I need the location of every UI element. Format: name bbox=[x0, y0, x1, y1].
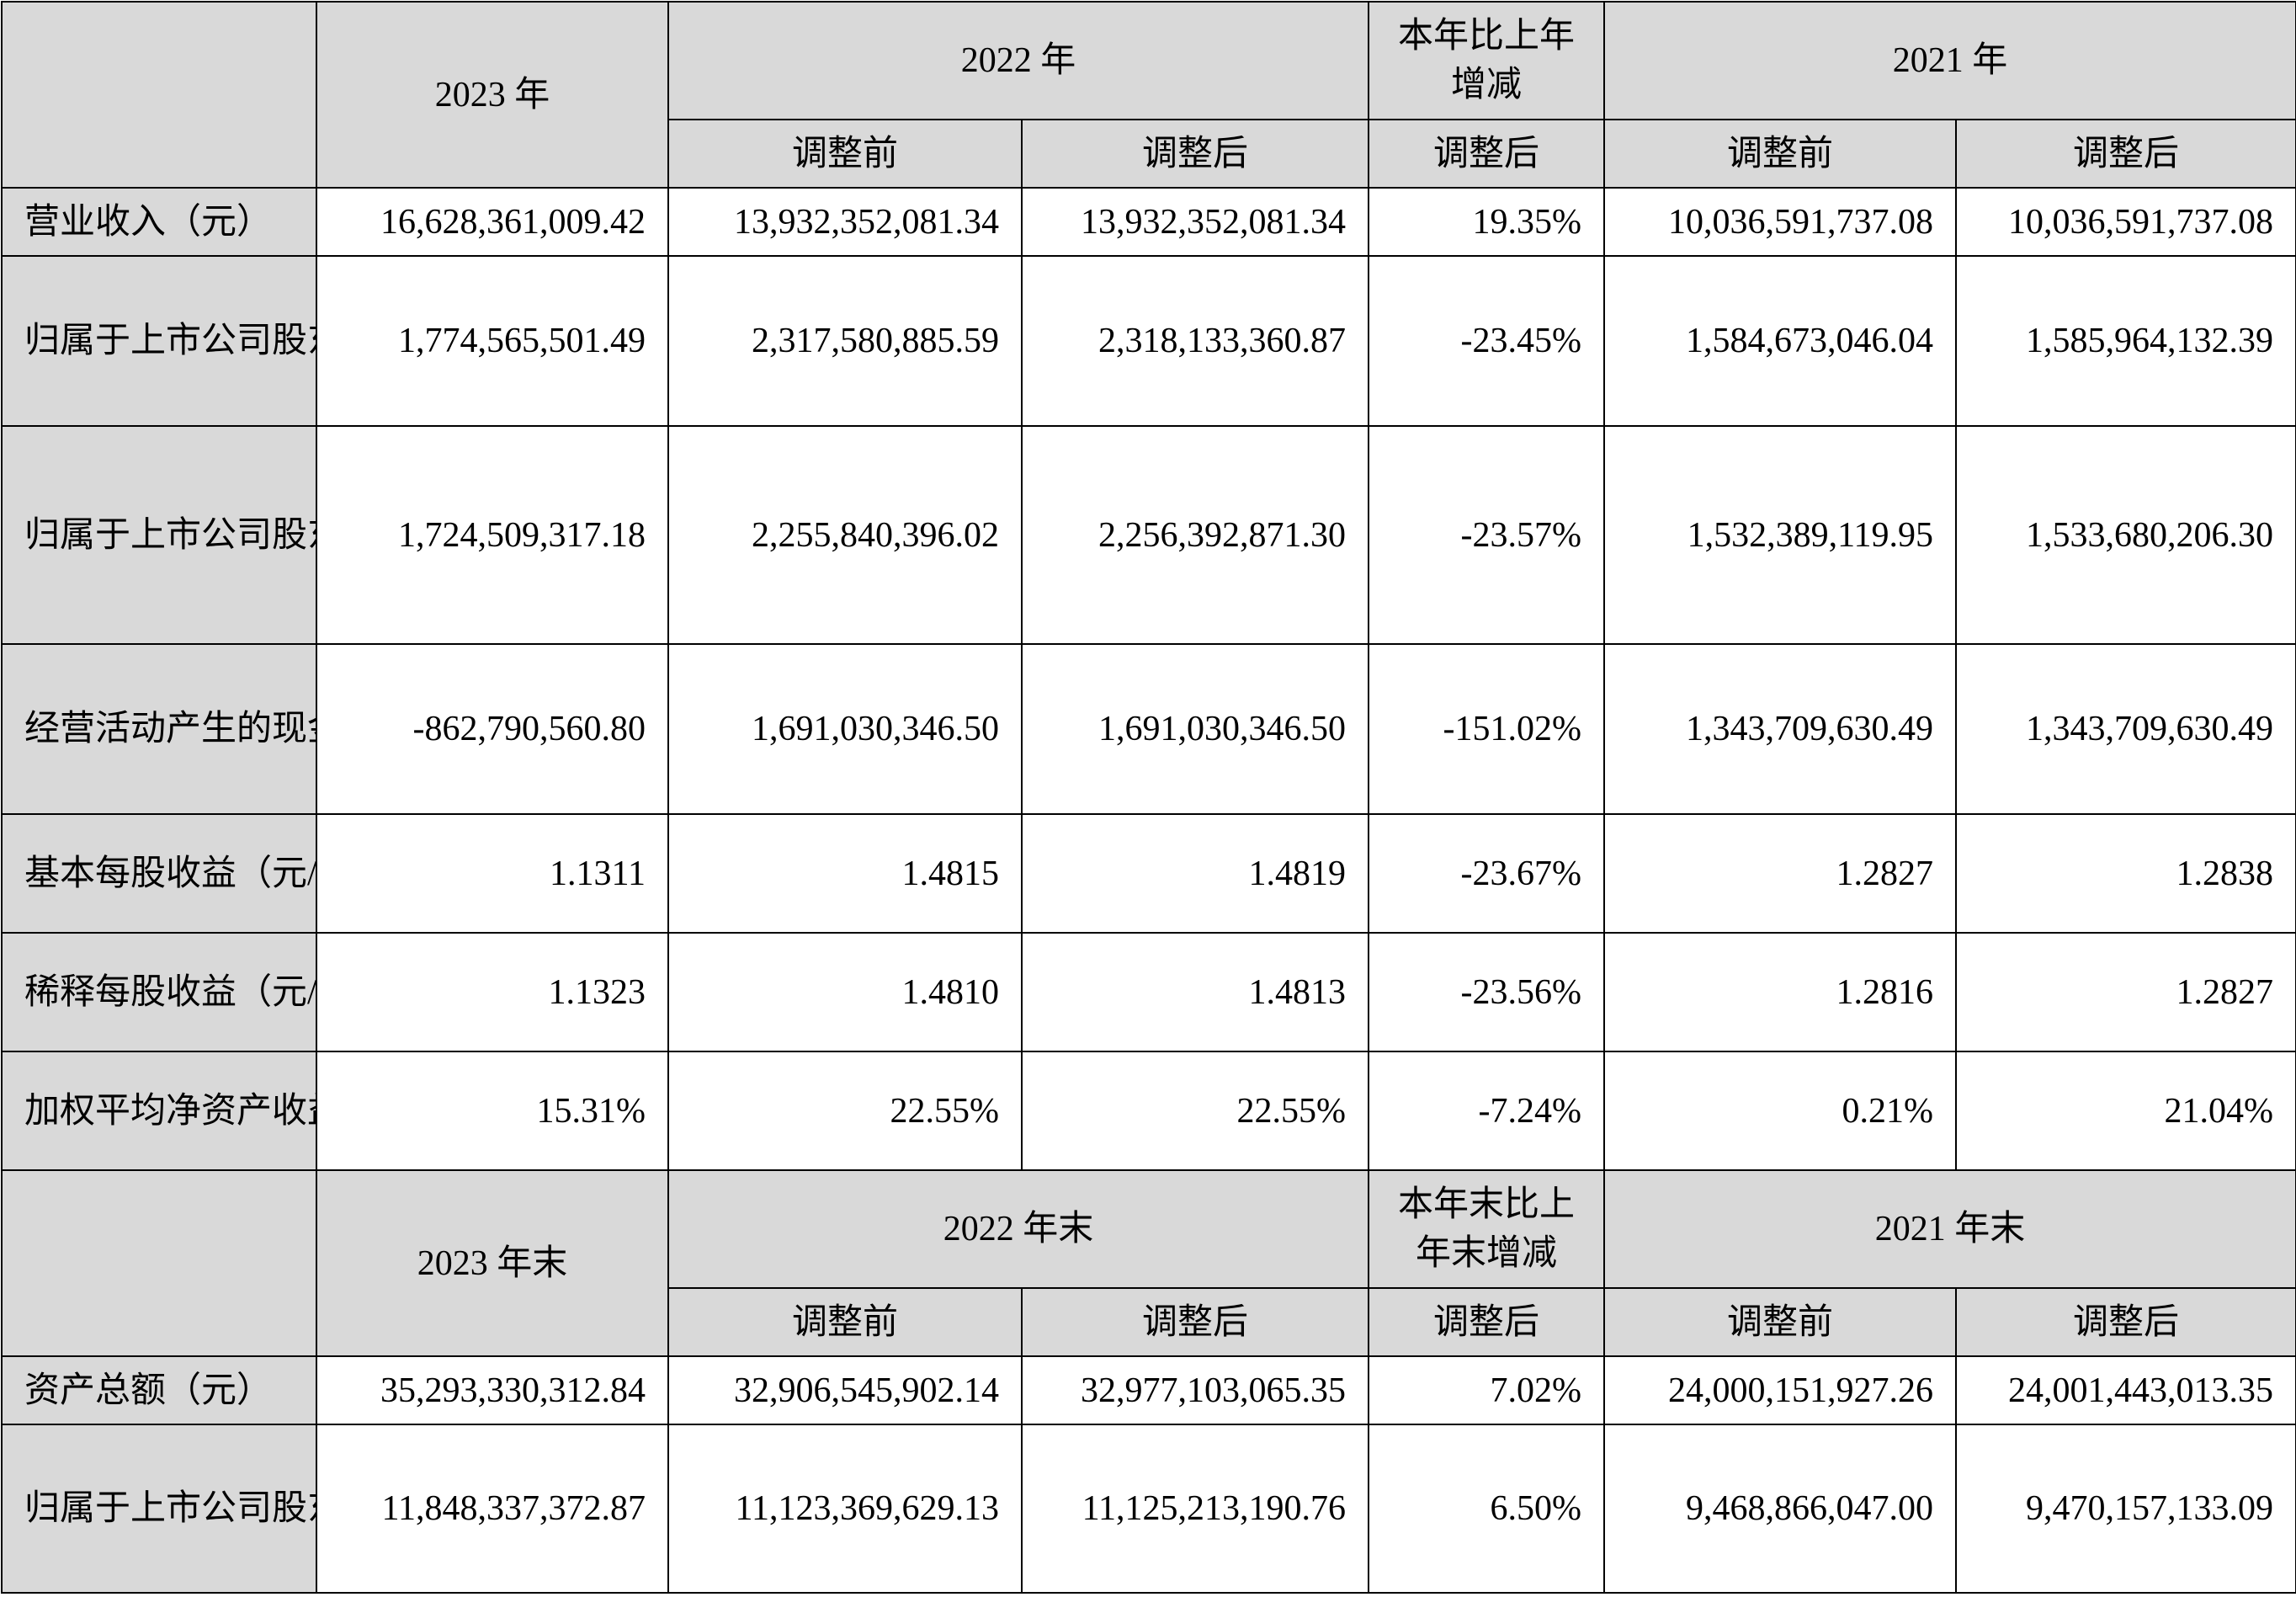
cell-2022-after: 1.4819 bbox=[1020, 813, 1370, 934]
table-row: 经营活动产生的现金流量净额（元） -862,790,560.80 1,691,0… bbox=[1, 643, 2296, 815]
cell-2022-before: 32,906,545,902.14 bbox=[667, 1355, 1023, 1425]
cell-2022-before: 22.55% bbox=[667, 1051, 1023, 1171]
cell-change: 7.02% bbox=[1368, 1355, 1606, 1425]
subheader-2022-before: 调整前 bbox=[667, 1287, 1023, 1357]
subheader-change-after: 调整后 bbox=[1368, 119, 1606, 189]
cell-2021-after: 1.2838 bbox=[1955, 813, 2296, 934]
table-row: 加权平均净资产收益率 15.31% 22.55% 22.55% -7.24% 0… bbox=[1, 1051, 2296, 1171]
cell-2023: 1,774,565,501.49 bbox=[316, 255, 669, 427]
cell-change: 6.50% bbox=[1368, 1424, 1606, 1594]
cell-2022-after: 2,318,133,360.87 bbox=[1020, 255, 1370, 427]
cell-2022-before: 1,691,030,346.50 bbox=[667, 643, 1023, 815]
cell-2022-before: 1.4810 bbox=[667, 932, 1023, 1052]
cell-2023: 1.1323 bbox=[316, 932, 669, 1052]
row-label: 稀释每股收益（元/股） bbox=[1, 932, 317, 1052]
row-label: 资产总额（元） bbox=[1, 1355, 317, 1425]
cell-2021-after: 1,533,680,206.30 bbox=[1955, 425, 2296, 645]
income-header-row: 2023 年 2022 年 本年比上年增减 2021 年 bbox=[1, 1, 2296, 189]
subheader-change-after: 调整后 bbox=[1368, 1287, 1606, 1357]
subheader-2021-after: 调整后 bbox=[1955, 1287, 2296, 1357]
header-year-2023-end: 2023 年末 bbox=[316, 1169, 669, 1357]
cell-2021-before: 1,584,673,046.04 bbox=[1603, 255, 1958, 427]
cell-2023: 16,628,361,009.42 bbox=[316, 187, 669, 257]
cell-2021-before: 1.2816 bbox=[1603, 932, 1958, 1052]
cell-2022-after: 1,691,030,346.50 bbox=[1020, 643, 1370, 815]
table-row: 归属于上市公司股东的净利润（元） 1,774,565,501.49 2,317,… bbox=[1, 255, 2296, 427]
cell-2022-after: 1.4813 bbox=[1020, 932, 1370, 1052]
header-year-2022: 2022 年 bbox=[667, 1, 1370, 120]
table-row: 归属于上市公司股东的净资产（元） 11,848,337,372.87 11,12… bbox=[1, 1424, 2296, 1594]
table-row: 归属于上市公司股东的扣除非经常性损益的净利润（元） 1,724,509,317.… bbox=[1, 425, 2296, 645]
cell-2021-before: 1.2827 bbox=[1603, 813, 1958, 934]
cell-2023: 1.1311 bbox=[316, 813, 669, 934]
header-change: 本年比上年增减 bbox=[1368, 1, 1606, 120]
cell-change: -23.67% bbox=[1368, 813, 1606, 934]
row-label: 经营活动产生的现金流量净额（元） bbox=[1, 643, 317, 815]
table-row: 稀释每股收益（元/股） 1.1323 1.4810 1.4813 -23.56%… bbox=[1, 932, 2296, 1052]
cell-2023: 15.31% bbox=[316, 1051, 669, 1171]
cell-change: -23.57% bbox=[1368, 425, 1606, 645]
cell-2022-after: 2,256,392,871.30 bbox=[1020, 425, 1370, 645]
cell-2023: 11,848,337,372.87 bbox=[316, 1424, 669, 1594]
cell-2021-before: 0.21% bbox=[1603, 1051, 1958, 1171]
cell-2022-before: 2,317,580,885.59 bbox=[667, 255, 1023, 427]
header-empty-corner bbox=[1, 1169, 317, 1357]
subheader-2022-before: 调整前 bbox=[667, 119, 1023, 189]
table-row: 营业收入（元） 16,628,361,009.42 13,932,352,081… bbox=[1, 187, 2296, 257]
cell-2021-after: 24,001,443,013.35 bbox=[1955, 1355, 2296, 1425]
cell-2022-before: 2,255,840,396.02 bbox=[667, 425, 1023, 645]
subheader-2022-after: 调整后 bbox=[1020, 119, 1370, 189]
cell-2022-before: 11,123,369,629.13 bbox=[667, 1424, 1023, 1594]
header-year-2022-end: 2022 年末 bbox=[667, 1169, 1370, 1289]
subheader-2021-before: 调整前 bbox=[1603, 119, 1958, 189]
header-year-2023: 2023 年 bbox=[316, 1, 669, 189]
cell-2023: 35,293,330,312.84 bbox=[316, 1355, 669, 1425]
table-row: 资产总额（元） 35,293,330,312.84 32,906,545,902… bbox=[1, 1355, 2296, 1425]
cell-change: -151.02% bbox=[1368, 643, 1606, 815]
cell-2022-after: 22.55% bbox=[1020, 1051, 1370, 1171]
row-label: 基本每股收益（元/股） bbox=[1, 813, 317, 934]
cell-change: 19.35% bbox=[1368, 187, 1606, 257]
cell-2021-after: 1,585,964,132.39 bbox=[1955, 255, 2296, 427]
balance-subheader-row: 调整前 调整后 调整后 调整前 调整后 bbox=[2, 1287, 2296, 1357]
cell-change: -23.56% bbox=[1368, 932, 1606, 1052]
subheader-2021-after: 调整后 bbox=[1955, 119, 2296, 189]
cell-2022-after: 32,977,103,065.35 bbox=[1020, 1355, 1370, 1425]
cell-2022-after: 13,932,352,081.34 bbox=[1020, 187, 1370, 257]
cell-2021-after: 21.04% bbox=[1955, 1051, 2296, 1171]
balance-header-row: 2023 年末 2022 年末 本年末比上年末增减 2021 年末 bbox=[1, 1169, 2296, 1357]
cell-2022-before: 1.4815 bbox=[667, 813, 1023, 934]
row-label: 营业收入（元） bbox=[1, 187, 317, 257]
header-year-2021: 2021 年 bbox=[1603, 1, 2296, 120]
cell-2021-before: 1,532,389,119.95 bbox=[1603, 425, 1958, 645]
row-label: 归属于上市公司股东的净资产（元） bbox=[1, 1424, 317, 1594]
cell-2021-before: 24,000,151,927.26 bbox=[1603, 1355, 1958, 1425]
row-label: 加权平均净资产收益率 bbox=[1, 1051, 317, 1171]
row-label: 归属于上市公司股东的扣除非经常性损益的净利润（元） bbox=[1, 425, 317, 645]
cell-2023: -862,790,560.80 bbox=[316, 643, 669, 815]
cell-2021-after: 1.2827 bbox=[1955, 932, 2296, 1052]
header-year-2021-end: 2021 年末 bbox=[1603, 1169, 2296, 1289]
row-label: 归属于上市公司股东的净利润（元） bbox=[1, 255, 317, 427]
cell-2021-before: 10,036,591,737.08 bbox=[1603, 187, 1958, 257]
cell-2021-after: 9,470,157,133.09 bbox=[1955, 1424, 2296, 1594]
cell-change: -23.45% bbox=[1368, 255, 1606, 427]
header-change-end: 本年末比上年末增减 bbox=[1368, 1169, 1606, 1289]
subheader-2022-after: 调整后 bbox=[1020, 1287, 1370, 1357]
cell-2021-after: 10,036,591,737.08 bbox=[1955, 187, 2296, 257]
cell-2021-before: 1,343,709,630.49 bbox=[1603, 643, 1958, 815]
cell-change: -7.24% bbox=[1368, 1051, 1606, 1171]
income-subheader-row: 调整前 调整后 调整后 调整前 调整后 bbox=[2, 119, 2296, 189]
subheader-2021-before: 调整前 bbox=[1603, 1287, 1958, 1357]
cell-2023: 1,724,509,317.18 bbox=[316, 425, 669, 645]
cell-2022-before: 13,932,352,081.34 bbox=[667, 187, 1023, 257]
table-row: 基本每股收益（元/股） 1.1311 1.4815 1.4819 -23.67%… bbox=[1, 813, 2296, 934]
header-empty-corner bbox=[1, 1, 317, 189]
cell-2022-after: 11,125,213,190.76 bbox=[1020, 1424, 1370, 1594]
cell-2021-before: 9,468,866,047.00 bbox=[1603, 1424, 1958, 1594]
cell-2021-after: 1,343,709,630.49 bbox=[1955, 643, 2296, 815]
